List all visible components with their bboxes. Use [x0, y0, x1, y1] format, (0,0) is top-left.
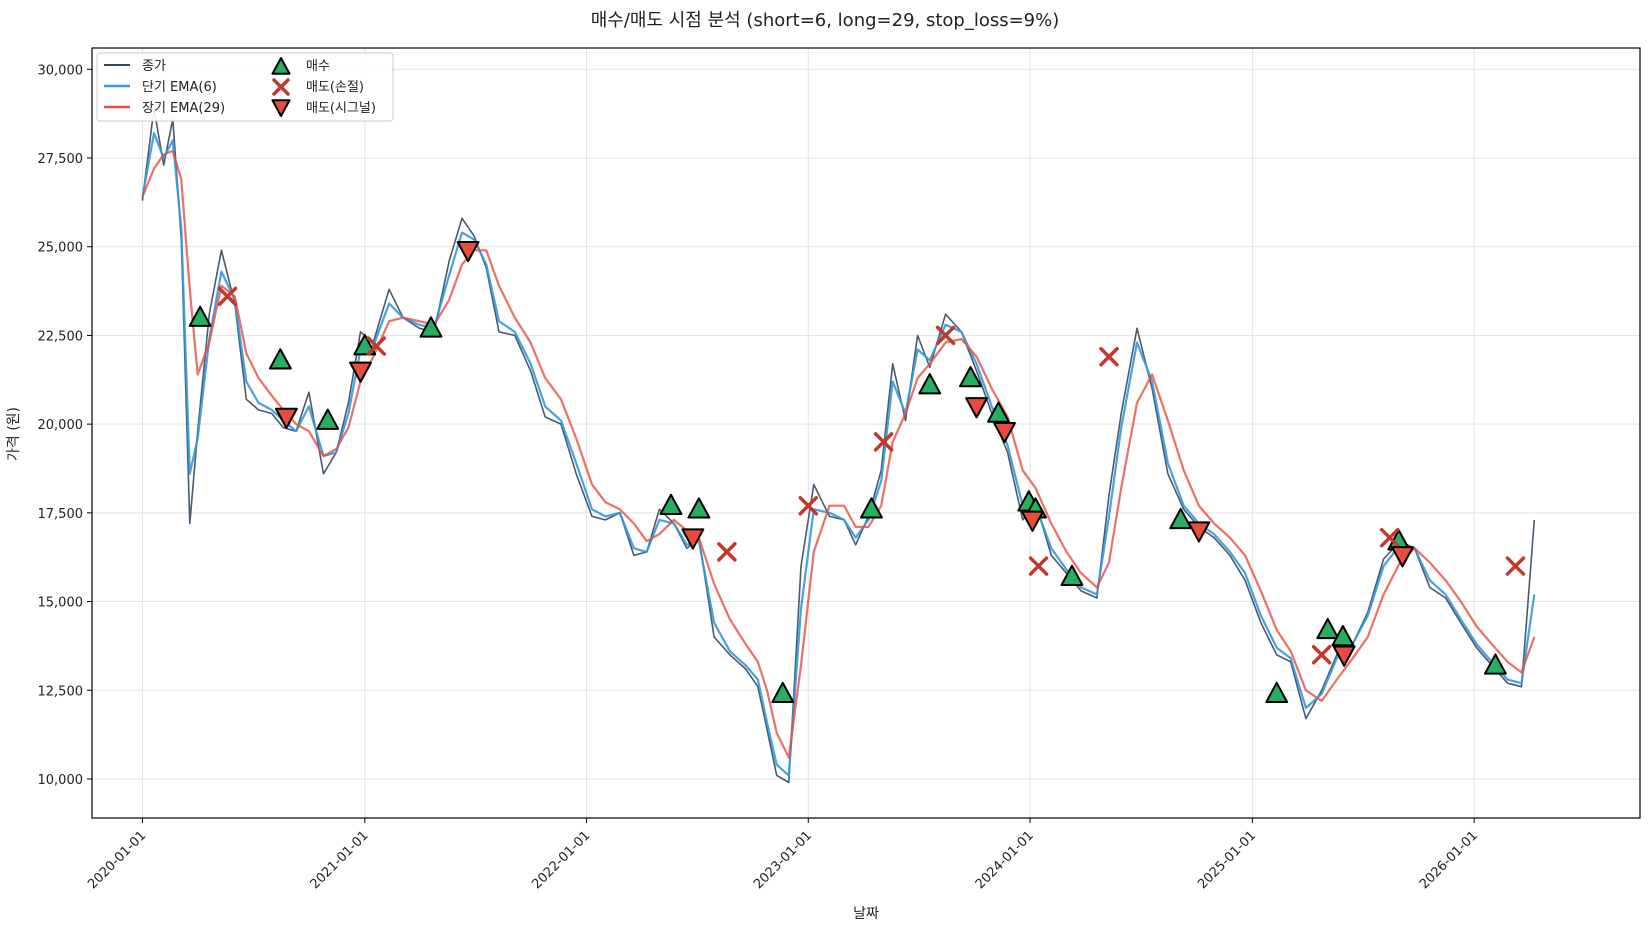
y-tick-label: 12,500 — [38, 684, 84, 699]
grid — [92, 48, 1640, 818]
signal-sell-marker — [1391, 546, 1414, 568]
buy-marker — [1060, 564, 1084, 586]
stop-loss-marker-stroke — [217, 286, 238, 307]
buy-marker — [860, 497, 883, 519]
signal-sell-marker — [681, 528, 705, 550]
series-line-close — [141, 107, 1536, 784]
stop-loss-marker-stroke — [1505, 556, 1526, 576]
x-tick-label: 2023-01-01 — [751, 828, 815, 892]
signal-sell-marker — [274, 407, 298, 430]
buy-marker — [316, 408, 340, 430]
legend-label-short-ema: 단기 EMA(6) — [142, 80, 217, 95]
stop-loss-marker — [1028, 556, 1049, 576]
y-tick-label: 20,000 — [38, 418, 84, 433]
signal-sell-marker — [1187, 521, 1211, 543]
legend-label-signal-sell: 매도(시그널) — [306, 101, 376, 116]
y-tick-label: 30,000 — [38, 63, 84, 78]
stop-loss-marker — [1505, 556, 1526, 576]
signal-sell-marker — [349, 361, 372, 383]
buy-marker — [918, 373, 942, 395]
legend-label-long-ema: 장기 EMA(29) — [142, 101, 225, 116]
series-group — [141, 107, 1536, 784]
stop-loss-marker-stroke — [1099, 346, 1119, 367]
legend-label-close: 종가 — [142, 59, 166, 74]
stop-loss-marker-stroke — [1379, 527, 1400, 548]
signal-sell-marker — [1021, 510, 1044, 532]
buy-marker — [687, 497, 711, 519]
stop-loss-marker — [717, 542, 737, 562]
stop-loss-marker — [217, 286, 238, 307]
stop-loss-marker-stroke — [873, 432, 894, 452]
y-tick-label: 25,000 — [38, 241, 84, 256]
stop-loss-marker-stroke — [1028, 556, 1049, 576]
legend-marker-signal-sell — [271, 99, 291, 117]
y-tick-label: 27,500 — [38, 152, 84, 167]
stop-loss-marker — [1311, 645, 1332, 665]
buy-marker — [268, 348, 292, 370]
legend-signal-triangle — [271, 99, 291, 117]
y-tick-label: 15,000 — [38, 596, 84, 611]
legend-buy-triangle — [271, 57, 291, 75]
legend-label-buy: 매수 — [306, 59, 330, 74]
stop-loss-marker — [1099, 346, 1119, 367]
x-axis-label: 날짜 — [853, 906, 879, 922]
stop-loss-marker-stroke — [366, 336, 387, 356]
stop-loss-marker-stroke — [717, 542, 737, 562]
buy-marker — [771, 681, 795, 704]
legend-marker-stop-loss — [272, 78, 290, 96]
buy-marker — [959, 366, 982, 388]
buy-marker — [1483, 653, 1507, 675]
x-tick-label: 2026-01-01 — [1417, 828, 1481, 892]
buy-marker — [1265, 681, 1289, 704]
chart-title: 매수/매도 시점 분석 (short=6, long=29, stop_loss… — [591, 10, 1060, 31]
signal-sell-marker — [1332, 645, 1356, 667]
stop-loss-marker — [366, 336, 387, 356]
buy-marker — [1331, 625, 1355, 647]
x-tick-label: 2020-01-01 — [85, 828, 149, 892]
stop-loss-marker — [873, 432, 894, 452]
legend-stop-cross-stroke — [272, 78, 290, 96]
buy-marker — [188, 305, 212, 327]
signal-sell-marker — [993, 421, 1016, 444]
stop-loss-marker — [935, 325, 956, 346]
stop-loss-marker-stroke — [1311, 645, 1332, 665]
buy-marker — [1169, 507, 1193, 530]
x-ticks: 2020-01-01 2021-01-01 2022-01-01 2023-01-01… — [85, 818, 1481, 892]
buy-marker — [659, 493, 683, 515]
y-ticks: 10,000 12,500 15,000 17,500 20,000 22,500 25,0… — [38, 63, 92, 788]
legend-label-stop-loss: 매도(손절) — [306, 80, 364, 95]
y-tick-label: 10,000 — [38, 773, 84, 788]
buy-marker — [353, 334, 377, 356]
buy-marker — [986, 401, 1010, 423]
y-axis-label: 가격 (원) — [6, 407, 22, 461]
x-tick-label: 2024-01-01 — [973, 828, 1037, 892]
x-tick-label: 2025-01-01 — [1195, 828, 1259, 892]
legend: 종가 단기 EMA(6) 장기 EMA(29) 매수 매도(손절) 매도(시그널… — [96, 52, 394, 122]
legend-marker-buy — [271, 57, 291, 75]
markers — [188, 241, 1526, 704]
y-tick-label: 17,500 — [38, 507, 84, 522]
stop-loss-marker-stroke — [798, 495, 819, 516]
signal-sell-marker — [965, 397, 989, 419]
x-tick-label: 2022-01-01 — [529, 828, 593, 892]
plot-frame — [91, 47, 1641, 819]
stop-loss-marker-stroke — [935, 325, 956, 346]
legend-box — [96, 52, 394, 122]
y-tick-label: 22,500 — [38, 329, 84, 344]
series-line-long-ema — [141, 149, 1536, 759]
series-line-short-ema — [141, 132, 1536, 777]
stop-loss-marker — [798, 495, 819, 516]
buy-marker — [419, 316, 443, 338]
x-tick-label: 2021-01-01 — [308, 828, 372, 892]
buy-marker — [1316, 617, 1340, 640]
legend-stop-cross — [272, 78, 290, 96]
signal-sell-marker — [456, 241, 480, 263]
stop-loss-marker — [1379, 527, 1400, 548]
